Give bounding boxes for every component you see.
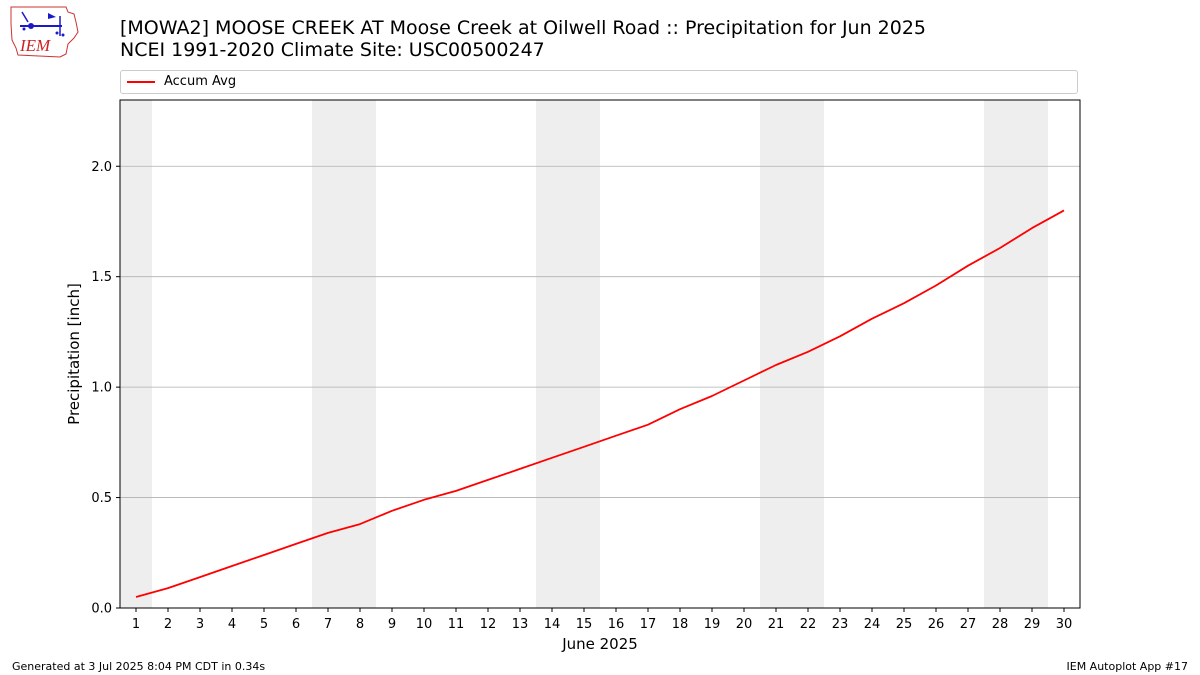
x-tick-label: 20 — [736, 617, 753, 632]
y-axis-label: Precipitation [inch] — [65, 283, 83, 425]
x-tick-label: 25 — [896, 617, 913, 632]
legend: Accum Avg — [120, 70, 1078, 94]
y-tick-label: 0.0 — [91, 602, 112, 617]
x-tick-label: 16 — [608, 617, 625, 632]
x-tick-label: 4 — [228, 617, 236, 632]
x-tick-label: 23 — [832, 617, 849, 632]
x-tick-label: 28 — [992, 617, 1009, 632]
y-tick-label: 1.0 — [91, 381, 112, 396]
x-tick-label: 11 — [448, 617, 465, 632]
x-tick-label: 1 — [132, 617, 140, 632]
weekend-band-3 — [760, 100, 824, 608]
x-tick-label: 7 — [324, 617, 332, 632]
x-tick-label: 29 — [1024, 617, 1041, 632]
x-tick-label: 21 — [768, 617, 785, 632]
chart-subtitle: NCEI 1991-2020 Climate Site: USC00500247 — [120, 39, 545, 61]
x-tick-label: 5 — [260, 617, 268, 632]
weekend-band-0 — [120, 100, 152, 608]
x-tick-label: 19 — [704, 617, 721, 632]
legend-label-accum-avg: Accum Avg — [164, 74, 237, 89]
weekend-band-1 — [312, 100, 376, 608]
x-tick-label: 6 — [292, 617, 300, 632]
x-tick-label: 2 — [164, 617, 172, 632]
series-line-accum-avg — [135, 209, 1065, 598]
x-tick-label: 15 — [576, 617, 593, 632]
x-tick-label: 14 — [544, 617, 561, 632]
chart-title: [MOWA2] MOOSE CREEK AT Moose Creek at Oi… — [120, 17, 927, 39]
x-tick-label: 17 — [640, 617, 657, 632]
iem-logo-icon: IEM — [10, 6, 79, 58]
x-tick-label: 13 — [512, 617, 529, 632]
footer-generated: Generated at 3 Jul 2025 8:04 PM CDT in 0… — [12, 660, 266, 673]
x-tick-label: 30 — [1056, 617, 1073, 632]
plot-frame — [119, 99, 1081, 609]
weekend-band-2 — [536, 100, 600, 608]
x-axis-label: June 2025 — [561, 635, 638, 653]
x-tick-label: 8 — [356, 617, 364, 632]
x-tick-label: 24 — [864, 617, 881, 632]
x-tick-label: 22 — [800, 617, 817, 632]
x-tick-label: 9 — [388, 617, 396, 632]
y-tick-label: 1.5 — [91, 270, 112, 285]
y-tick-label: 2.0 — [91, 160, 112, 175]
logo-text: IEM — [19, 36, 51, 55]
x-tick-label: 3 — [196, 617, 204, 632]
y-tick-label: 0.5 — [91, 491, 112, 506]
legend-swatch-accum-avg — [127, 81, 155, 83]
x-tick-label: 27 — [960, 617, 977, 632]
x-tick-label: 10 — [416, 617, 433, 632]
x-tick-label: 18 — [672, 617, 689, 632]
weekend-band-4 — [984, 100, 1048, 608]
x-tick-label: 12 — [480, 617, 497, 632]
x-tick-label: 26 — [928, 617, 945, 632]
footer-app-name: IEM Autoplot App #17 — [1066, 660, 1189, 673]
